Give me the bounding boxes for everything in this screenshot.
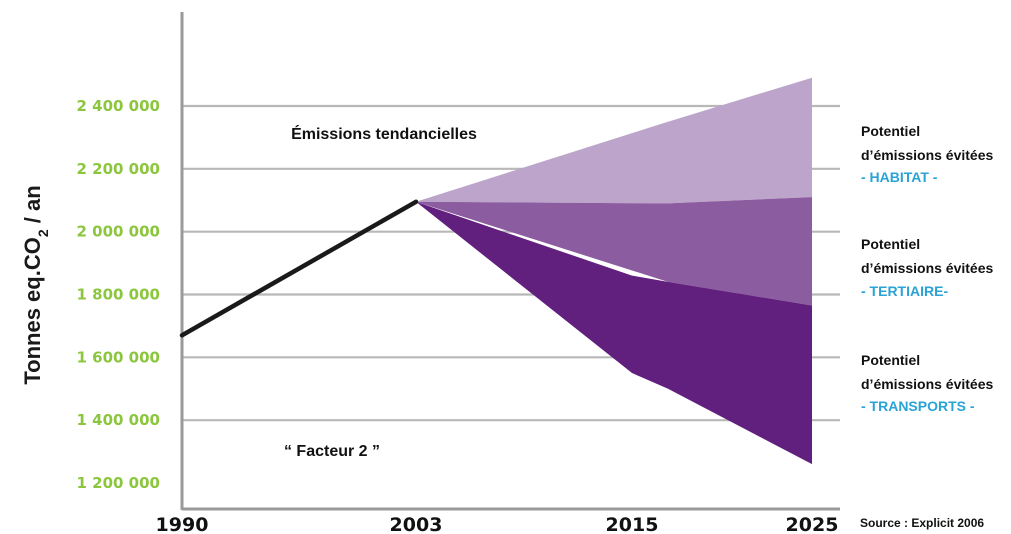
source-note: Source : Explicit 2006: [860, 516, 984, 530]
legend-habitat-line2: d’émissions évitées: [861, 147, 994, 163]
annotation-trend: Émissions tendancielles: [291, 124, 477, 143]
y-tick-labels: 2 400 000 2 200 000 2 000 000 1 800 000 1 60…: [76, 97, 160, 492]
band-transports: [416, 201, 812, 465]
y-tick-label: 2 200 000: [76, 160, 160, 178]
y-tick-label: 1 400 000: [76, 411, 160, 429]
y-tick-label: 1 200 000: [76, 474, 160, 492]
legend-habitat: Potentiel d’émissions évitées - HABITAT …: [861, 123, 994, 185]
legend-tertiaire-sector: - TERTIAIRE-: [861, 283, 948, 299]
y-axis-label: Tonnes eq.CO2 / an: [20, 185, 51, 384]
legend-transports-line1: Potentiel: [861, 352, 920, 368]
legend-transports: Potentiel d’émissions évitées - TRANSPOR…: [861, 352, 994, 414]
legend-habitat-sector: - HABITAT -: [861, 169, 938, 185]
legend-tertiaire-line1: Potentiel: [861, 236, 920, 252]
x-tick-label: 1990: [156, 514, 209, 534]
y-tick-label: 2 000 000: [76, 223, 160, 241]
band-habitat: [416, 77, 812, 204]
band-tertiaire: [416, 197, 812, 306]
legend-tertiaire: Potentiel d’émissions évitées - TERTIAIR…: [861, 236, 994, 299]
x-tick-label: 2015: [606, 514, 659, 534]
y-tick-label: 1 600 000: [76, 348, 160, 366]
legend-transports-line2: d’émissions évitées: [861, 376, 994, 392]
x-tick-labels: 1990 2003 2015 2025: [156, 514, 839, 534]
historical-emissions: [179, 199, 419, 338]
legend-tertiaire-line2: d’émissions évitées: [861, 260, 994, 276]
y-tick-label: 1 800 000: [76, 286, 160, 304]
y-tick-label: 2 400 000: [76, 97, 160, 115]
legend-transports-sector: - TRANSPORTS -: [861, 398, 975, 414]
x-tick-label: 2025: [786, 514, 839, 534]
x-tick-label: 2003: [390, 514, 443, 534]
avoided-emissions-bands: [416, 77, 812, 465]
annotation-facteur-2: “ Facteur 2 ”: [284, 443, 380, 460]
historical-emissions-line: [179, 199, 419, 338]
legend-habitat-line1: Potentiel: [861, 123, 920, 139]
